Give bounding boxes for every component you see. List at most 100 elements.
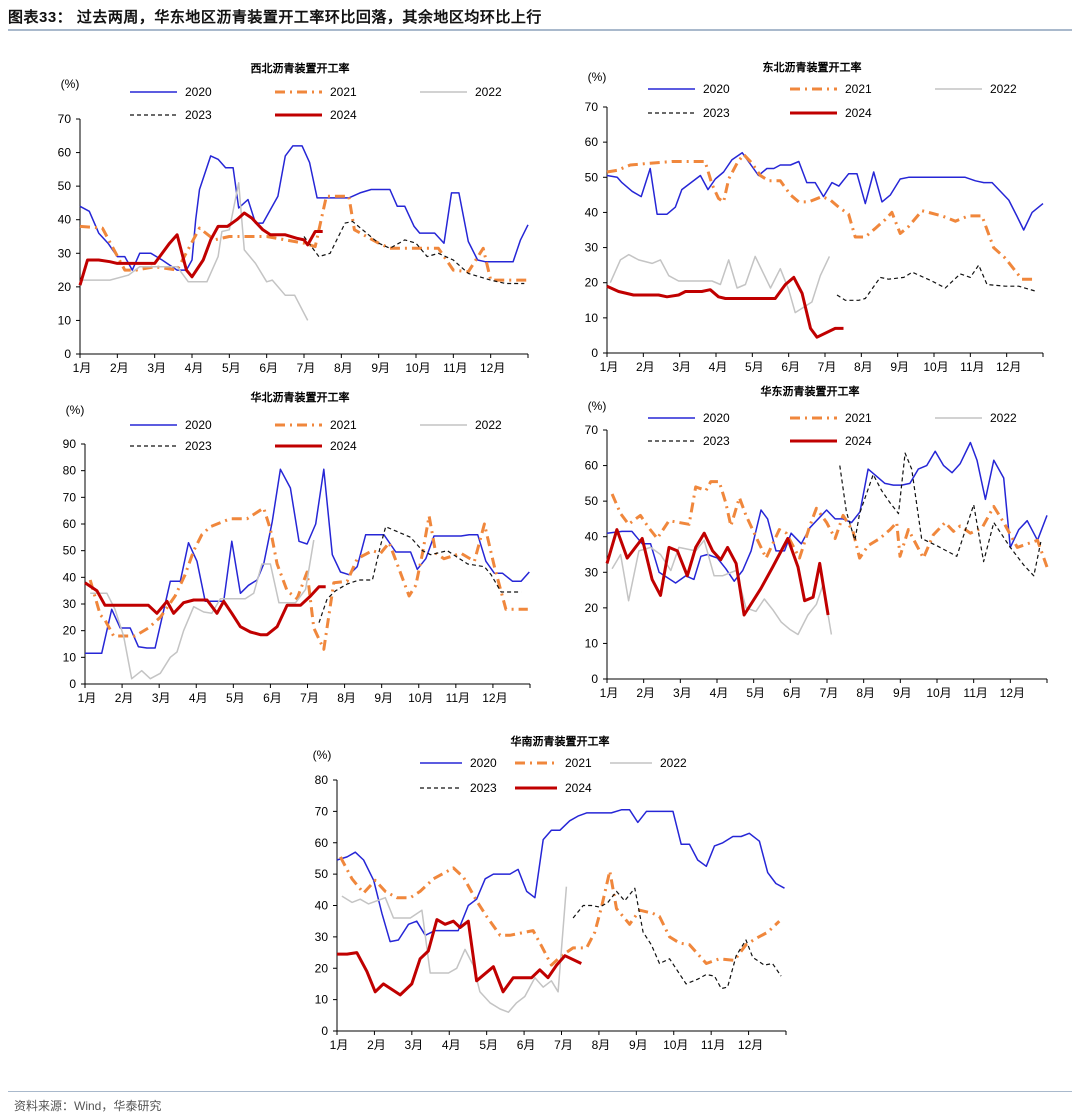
series-line-2022 [341, 886, 568, 1013]
y-tick-label: 10 [585, 311, 599, 325]
y-tick-label: 50 [63, 544, 77, 558]
y-tick-label: 20 [315, 961, 329, 975]
legend-label-2021: 2021 [845, 82, 872, 96]
chart-1: 西北沥青装置开工率 (%) 0 10 20 30 40 50 60 70 1月 2月 3月 4月 5月 6月 7… [58, 61, 529, 375]
series-line-2022 [90, 539, 315, 680]
x-tick-label: 5月 [746, 686, 765, 700]
series-line-2020 [606, 151, 1044, 231]
x-tick-label: 3月 [673, 686, 692, 700]
y-tick-label: 30 [315, 930, 329, 944]
x-tick-label: 3月 [147, 361, 166, 375]
x-tick-label: 10月 [408, 691, 433, 705]
series-line-2024 [337, 918, 582, 997]
x-tick-label: 11月 [443, 361, 467, 375]
y-axis-unit: (%) [66, 403, 85, 417]
x-tick-label: 9月 [371, 361, 390, 375]
legend-label-2023: 2023 [185, 108, 212, 122]
y-tick-label: 70 [63, 490, 77, 504]
legend-label-2022: 2022 [475, 418, 502, 432]
x-tick-label: 1月 [78, 691, 97, 705]
series-line-2021 [339, 856, 781, 967]
footer-divider [8, 1091, 1072, 1092]
y-tick-label: 10 [585, 636, 599, 650]
y-tick-label: 50 [315, 867, 329, 881]
legend-label-2024: 2024 [565, 781, 592, 795]
x-tick-label: 2月 [636, 360, 655, 374]
y-tick-label: 10 [58, 313, 72, 327]
y-tick-label: 0 [69, 677, 76, 691]
y-tick-label: 20 [585, 601, 599, 615]
x-tick-label: 11月 [701, 1038, 725, 1052]
y-tick-label: 30 [585, 565, 599, 579]
chart-2: 东北沥青装置开工率 (%) 0 10 20 30 40 50 60 70 1月 2月 3月 4月 5月 6月 7… [585, 60, 1044, 374]
y-axis-unit: (%) [61, 77, 80, 91]
x-tick-label: 3月 [672, 360, 691, 374]
y-tick-label: 0 [64, 347, 71, 361]
legend-label-2022: 2022 [475, 85, 502, 99]
y-tick-label: 50 [585, 170, 599, 184]
legend-label-2021: 2021 [330, 85, 357, 99]
x-tick-label: 6月 [783, 686, 802, 700]
series-line-2022 [611, 539, 833, 636]
series-line-2023 [303, 220, 525, 285]
legend-label-2024: 2024 [330, 108, 357, 122]
y-tick-label: 60 [585, 459, 599, 473]
x-tick-label: 5月 [479, 1038, 498, 1052]
y-tick-label: 20 [585, 276, 599, 290]
y-tick-label: 40 [585, 205, 599, 219]
y-tick-label: 40 [315, 899, 329, 913]
y-tick-label: 0 [591, 346, 598, 360]
y-tick-label: 30 [58, 246, 72, 260]
y-axis-unit: (%) [588, 70, 607, 84]
source-note: 资料来源：Wind，华泰研究 [14, 1099, 162, 1113]
chart-5: 华南沥青装置开工率 (%) 0 10 20 30 40 50 60 70 80 1月 2月 3月 4月 5月 6… [313, 734, 787, 1052]
legend-label-2024: 2024 [330, 439, 357, 453]
y-tick-label: 20 [63, 624, 77, 638]
x-tick-label: 4月 [189, 691, 208, 705]
legend-label-2023: 2023 [703, 106, 730, 120]
legend-label-2023: 2023 [703, 434, 730, 448]
legend-label-2020: 2020 [703, 411, 730, 425]
x-tick-label: 8月 [592, 1038, 611, 1052]
y-tick-label: 20 [58, 280, 72, 294]
legend-label-2021: 2021 [330, 418, 357, 432]
x-tick-label: 4月 [442, 1038, 461, 1052]
series-line-2021 [79, 194, 528, 282]
legend-label-2024: 2024 [845, 106, 872, 120]
x-tick-label: 11月 [960, 360, 984, 374]
chart-title: 西北沥青装置开工率 [251, 61, 350, 75]
x-tick-label: 9月 [629, 1038, 648, 1052]
x-tick-label: 6月 [263, 691, 282, 705]
x-tick-label: 4月 [185, 361, 204, 375]
x-tick-label: 10月 [405, 361, 430, 375]
legend-label-2020: 2020 [185, 418, 212, 432]
chart-4: 华东沥青装置开工率 (%) 0 10 20 30 40 50 60 70 1月 2月 3月 4月 5月 6月 7… [585, 384, 1049, 700]
x-tick-label: 8月 [854, 360, 873, 374]
series-line-2023 [836, 264, 1037, 301]
x-tick-label: 3月 [152, 691, 171, 705]
x-tick-label: 4月 [709, 360, 728, 374]
y-tick-label: 60 [63, 517, 77, 531]
x-tick-label: 12月 [482, 691, 507, 705]
x-tick-label: 7月 [820, 686, 839, 700]
legend-label-2022: 2022 [990, 411, 1017, 425]
y-tick-label: 70 [315, 804, 329, 818]
legend-label-2020: 2020 [703, 82, 730, 96]
x-tick-label: 7月 [300, 691, 319, 705]
legend-label-2024: 2024 [845, 434, 872, 448]
x-tick-label: 7月 [297, 361, 316, 375]
x-tick-label: 9月 [893, 686, 912, 700]
chart-title: 华南沥青装置开工率 [511, 734, 610, 748]
y-tick-label: 40 [585, 530, 599, 544]
y-tick-label: 10 [63, 650, 77, 664]
x-tick-label: 8月 [334, 361, 353, 375]
series-line-2024 [78, 211, 323, 286]
x-tick-label: 1月 [600, 360, 619, 374]
x-tick-label: 12月 [1000, 686, 1025, 700]
y-tick-label: 30 [585, 241, 599, 255]
y-tick-label: 60 [58, 146, 72, 160]
y-tick-label: 30 [63, 597, 77, 611]
y-axis-unit: (%) [313, 748, 332, 762]
x-tick-label: 1月 [73, 361, 92, 375]
legend-label-2022: 2022 [660, 756, 687, 770]
